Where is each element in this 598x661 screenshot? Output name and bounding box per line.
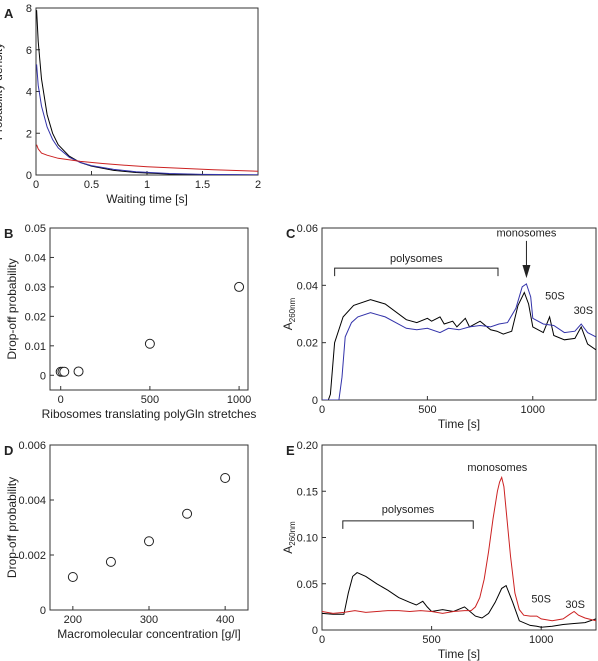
panel-a-chart: 0 0.5 1 1.5 2 0 2 4 6 8 Waiting time [s] Probabilit… xyxy=(0,3,261,206)
panel-c-polysomes-bracket xyxy=(334,267,499,277)
panel-e-series-1-line xyxy=(322,475,596,622)
panel-e-ytick-label-0: 0 xyxy=(312,625,318,637)
panel-d-point-4 xyxy=(220,473,231,483)
panel-a-series-0-line xyxy=(36,10,258,175)
panel-b-frame xyxy=(49,227,249,391)
panel-c-50s-label: 50S xyxy=(545,291,565,303)
panel-e-xtick-label-1: 500 xyxy=(422,634,440,646)
panel-b-xtick-label-2: 1000 xyxy=(227,394,251,406)
panel-d-ytick-label-1: 0.002 xyxy=(18,550,46,562)
panel-a-ytick-label-4: 8 xyxy=(26,3,32,15)
panel-d-point-1 xyxy=(105,556,116,567)
panel-a-xtick-label-2: 1 xyxy=(144,179,150,191)
panel-d-chart: 200 300 400 0 0.002 0.004 0.006 Macromolecular … xyxy=(5,440,249,641)
panel-e-ylabel-sub: 260nm xyxy=(288,521,297,546)
panel-c-xtick-label-2: 1000 xyxy=(521,404,545,416)
panel-a-ytick-label-3: 6 xyxy=(26,45,32,57)
panel-c-chart: 0 500 1000 0 0.02 0.04 0.06 Time [s] A260nm polys… xyxy=(281,223,597,431)
panel-c-ylabel-sub: 260nm xyxy=(288,297,297,322)
panel-a-frame xyxy=(35,7,259,176)
panel-d-ytick-label-2: 0.004 xyxy=(18,495,46,507)
panel-d-frame xyxy=(49,444,249,611)
panel-c-ylabel: A260nm xyxy=(281,297,297,330)
panel-b-ytick-label-1: 0.01 xyxy=(25,341,46,353)
panel-d-ytick-label-3: 0.006 xyxy=(18,440,46,452)
panel-b-ytick-label-4: 0.04 xyxy=(25,252,46,264)
panel-e-monosomes-label: monosomes xyxy=(467,462,527,474)
panel-e-frame xyxy=(321,444,597,631)
panel-e-series-0-line xyxy=(322,572,596,628)
panel-a-ytick-label-1: 2 xyxy=(26,128,32,140)
panel-c-series-0-line xyxy=(322,291,596,400)
panel-a-xtick-label-0: 0 xyxy=(33,179,39,191)
panel-e-ytick-label-3: 0.15 xyxy=(297,486,318,498)
panel-d-xtick-label-1: 300 xyxy=(140,614,158,626)
panel-a-ytick-label-0: 0 xyxy=(26,170,32,182)
panel-e-50s-label: 50S xyxy=(531,593,551,605)
panel-e-xtick-label-2: 1000 xyxy=(529,634,553,646)
panel-d-point-0 xyxy=(67,572,78,582)
panel-e-ylabel: A260nm xyxy=(281,521,297,554)
panel-b-point-2 xyxy=(59,366,70,377)
panel-e-ytick-label-4: 0.20 xyxy=(297,440,318,452)
panel-b-point-5 xyxy=(234,281,245,292)
panel-b-ytick-label-0: 0 xyxy=(40,370,46,382)
panel-c-monosomes-arrow-head xyxy=(522,265,531,279)
panel-c-ytick-label-1: 0.02 xyxy=(297,338,318,350)
panel-c-monosomes-label: monosomes xyxy=(496,228,556,240)
panel-e-ytick-label-2: 0.10 xyxy=(297,533,318,545)
panel-b-point-3 xyxy=(73,366,84,377)
panel-label-c: C xyxy=(286,226,296,241)
panel-c-ytick-label-3: 0.06 xyxy=(297,223,318,235)
panel-e-xlabel: Time [s] xyxy=(438,647,480,661)
panel-label-a: A xyxy=(4,6,14,21)
panel-a-xtick-label-3: 1.5 xyxy=(195,179,210,191)
panel-c-xtick-label-0: 0 xyxy=(319,404,325,416)
panel-d-point-3 xyxy=(182,508,193,519)
panel-d-xlabel: Macromolecular concentration [g/l] xyxy=(57,627,240,641)
panel-a-ytick-label-2: 4 xyxy=(26,87,32,99)
panel-label-d: D xyxy=(4,443,13,458)
panel-e-ytick-label-1: 0.05 xyxy=(297,579,318,591)
panel-e-ylabel-main: A xyxy=(281,546,295,554)
panel-a-series-1-line xyxy=(36,64,258,175)
panel-b-ytick-label-5: 0.05 xyxy=(25,223,46,235)
panel-a-ylabel: Probability density xyxy=(0,43,5,140)
panel-b-xtick-label-1: 500 xyxy=(141,394,159,406)
panel-b-chart: 0 500 1000 0 0.01 0.02 0.03 0.04 0.05 Ribosomes t… xyxy=(5,223,256,421)
panel-c-xtick-label-1: 500 xyxy=(418,404,436,416)
panel-a-xtick-label-4: 2 xyxy=(255,179,261,191)
panel-label-b: B xyxy=(4,226,13,241)
panel-c-series-1-line xyxy=(322,283,596,400)
panel-d-xtick-label-2: 400 xyxy=(216,614,234,626)
panel-c-frame xyxy=(321,227,597,401)
panel-c-polysomes-label: polysomes xyxy=(390,253,443,265)
panel-e-xtick-label-0: 0 xyxy=(319,634,325,646)
panel-e-polysomes-bracket xyxy=(342,520,474,529)
panel-a-xlabel: Waiting time [s] xyxy=(106,192,188,206)
panel-c-ytick-label-0: 0 xyxy=(312,395,318,407)
panel-d-ytick-label-0: 0 xyxy=(40,605,46,617)
panel-e-polysomes-label: polysomes xyxy=(382,504,435,516)
panel-label-e: E xyxy=(286,443,295,458)
panel-c-ylabel-main: A xyxy=(281,322,295,330)
panel-b-ylabel: Drop-off probability xyxy=(5,258,19,359)
panel-d-xtick-label-0: 200 xyxy=(64,614,82,626)
panel-e-30s-label: 30S xyxy=(565,599,585,611)
panel-c-30s-label: 30S xyxy=(574,305,594,317)
panel-b-ytick-label-3: 0.03 xyxy=(25,282,46,294)
panel-c-xlabel: Time [s] xyxy=(438,417,480,431)
panel-c-ytick-label-2: 0.04 xyxy=(297,280,318,292)
panel-b-point-4 xyxy=(144,338,155,349)
panel-d-point-2 xyxy=(144,536,154,547)
panel-b-xtick-label-0: 0 xyxy=(58,394,64,406)
panel-e-chart: 0 500 1000 0 0.05 0.10 0.15 0.20 Time [s] A260nm p… xyxy=(281,440,597,661)
panel-b-xlabel: Ribosomes translating polyGln stretches xyxy=(42,407,257,421)
panel-b-ytick-label-2: 0.02 xyxy=(25,311,46,323)
panel-d-ylabel: Drop-off probability xyxy=(5,477,19,578)
panel-a-series-2-line xyxy=(36,144,258,172)
panel-a-xtick-label-1: 0.5 xyxy=(84,179,99,191)
